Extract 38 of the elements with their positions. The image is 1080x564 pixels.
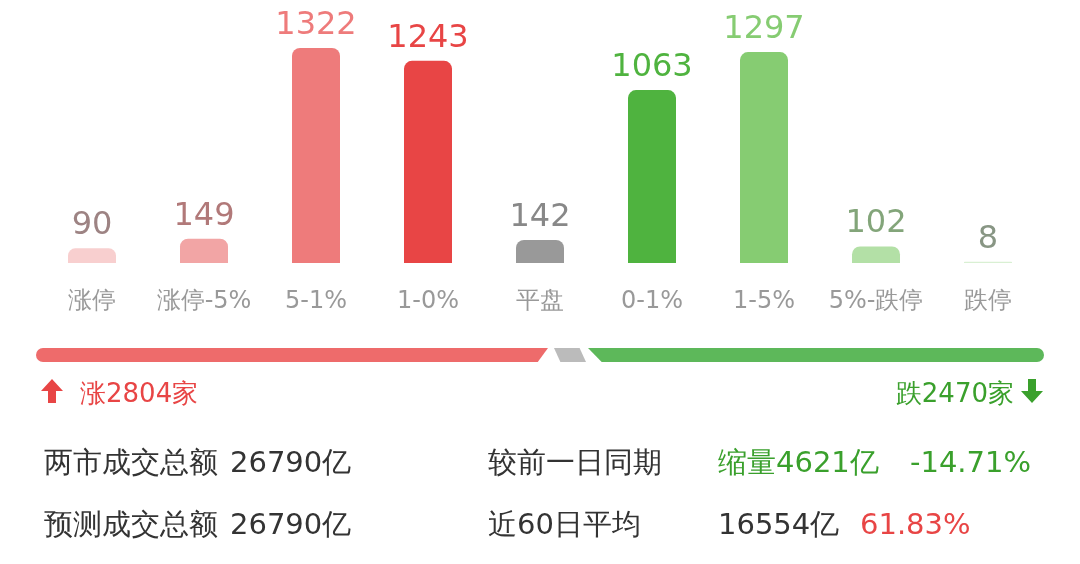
text: 26790亿 [230,507,352,541]
text: 16554亿 [718,507,840,541]
data-label: 1322 [275,4,357,42]
x-tick-label: 涨停 [68,286,116,315]
text: 跌2470家 [895,378,1014,408]
data-label: 1063 [611,46,693,85]
data-label: 8 [977,217,999,256]
bar [404,60,452,263]
bar [180,238,228,263]
bar [852,246,900,263]
x-tick-label: 跌停 [964,286,1012,315]
x-tick-label: 涨停-5% [156,286,252,315]
text: 缩量4621亿 [718,445,879,479]
data-label: 90 [71,204,113,243]
text: 26790亿 [230,445,352,479]
x-tick-label: 0-1% [620,286,684,315]
text: 涨2804家 [80,378,199,408]
data-label: 1243 [387,16,469,55]
x-tick-label: 5%-跌停 [828,286,924,315]
text: 较前一日同期 [488,445,662,479]
data-label: 142 [509,195,571,234]
data-label: 1297 [723,8,805,47]
data-label: 102 [845,202,907,241]
text: 两市成交总额 [44,445,218,479]
x-tick-label: 1-5% [732,286,796,315]
bar [516,239,564,263]
text: 近60日平均 [488,507,641,541]
data-label: 149 [173,194,235,233]
x-tick-label: 5-1% [284,286,348,315]
bar [628,90,676,263]
text: -14.71% [910,445,1032,479]
text: 61.83% [860,507,971,541]
x-tick-label: 1-0% [396,286,460,315]
bar [68,248,116,263]
text: 预测成交总额 [44,507,218,541]
x-tick-label: 平盘 [516,286,564,315]
bar [292,48,340,263]
bar [740,52,788,263]
